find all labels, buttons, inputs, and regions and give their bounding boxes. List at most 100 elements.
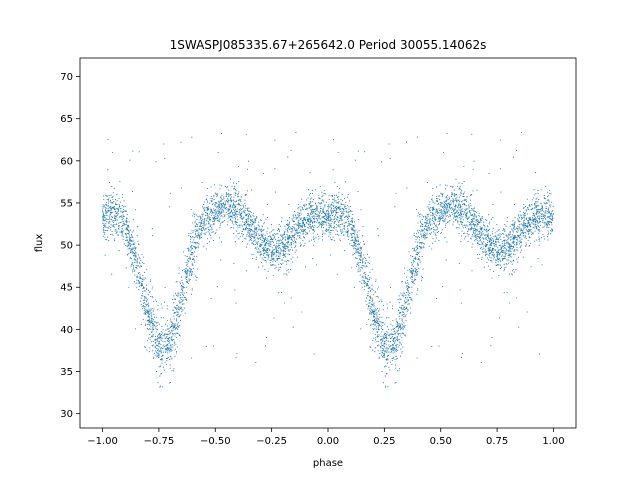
data-point <box>534 230 536 232</box>
data-point <box>434 232 436 234</box>
data-point <box>305 233 307 236</box>
data-point <box>358 266 360 268</box>
data-point <box>198 243 200 245</box>
data-point <box>274 248 276 251</box>
data-point <box>432 214 434 216</box>
data-point <box>538 236 540 238</box>
data-point <box>355 250 357 252</box>
data-point <box>256 256 258 258</box>
data-point <box>309 230 311 232</box>
data-point <box>328 220 330 222</box>
data-point <box>102 222 104 224</box>
data-point <box>328 217 330 219</box>
data-point <box>110 209 112 211</box>
data-point <box>318 197 320 199</box>
data-point <box>276 243 278 245</box>
data-point <box>340 220 342 222</box>
data-point <box>393 348 395 350</box>
data-point <box>416 244 419 247</box>
data-point <box>359 258 361 260</box>
data-point <box>521 228 523 230</box>
data-point <box>254 244 256 246</box>
data-point <box>112 221 114 224</box>
data-point <box>462 216 464 218</box>
data-point <box>431 194 434 197</box>
data-point <box>521 232 523 234</box>
data-point <box>294 251 296 253</box>
data-point <box>231 226 233 228</box>
data-point <box>149 317 151 319</box>
data-point <box>143 256 145 258</box>
data-point <box>110 205 112 207</box>
data-point <box>249 224 251 226</box>
data-point <box>377 324 379 326</box>
data-point <box>376 335 378 337</box>
data-point <box>492 249 494 252</box>
data-point <box>503 292 505 294</box>
data-point <box>249 235 251 237</box>
data-point <box>390 323 392 325</box>
data-point <box>441 229 443 231</box>
data-point <box>505 263 507 265</box>
data-point <box>349 224 351 226</box>
data-point <box>363 244 365 246</box>
data-point <box>378 319 380 321</box>
data-point <box>513 203 515 206</box>
data-point <box>503 268 505 271</box>
data-point <box>170 331 172 333</box>
data-point <box>335 234 337 236</box>
data-point <box>206 214 208 216</box>
data-point <box>235 209 237 211</box>
data-point <box>354 237 356 239</box>
data-point <box>254 228 256 230</box>
data-point <box>512 230 514 232</box>
data-point <box>216 202 218 204</box>
data-point <box>369 289 371 291</box>
data-point <box>146 339 148 342</box>
data-point <box>495 261 497 263</box>
data-point <box>416 249 418 251</box>
data-point <box>261 226 264 228</box>
data-point <box>327 205 329 207</box>
data-point <box>540 237 543 239</box>
data-point <box>248 224 250 226</box>
data-point <box>178 309 180 311</box>
data-point <box>441 196 443 198</box>
data-point <box>535 208 537 210</box>
data-point <box>469 202 471 204</box>
data-point <box>477 233 479 235</box>
data-point <box>102 216 104 218</box>
data-point <box>404 309 406 311</box>
data-point <box>523 221 525 223</box>
data-point <box>492 233 494 235</box>
data-point <box>103 224 105 227</box>
data-point <box>131 264 133 266</box>
data-point <box>444 219 446 221</box>
data-point <box>406 301 408 303</box>
data-point <box>209 211 211 214</box>
data-point <box>283 247 285 249</box>
data-point <box>107 227 109 229</box>
data-point <box>351 227 353 229</box>
data-point <box>503 247 505 249</box>
data-point <box>246 213 248 215</box>
data-point <box>473 207 476 209</box>
data-point <box>472 227 474 230</box>
data-point <box>386 352 388 354</box>
data-point <box>486 253 488 255</box>
data-point <box>234 220 236 222</box>
data-point <box>355 243 357 245</box>
data-point <box>547 239 549 241</box>
data-point <box>266 231 268 233</box>
data-point <box>107 139 109 141</box>
data-point <box>155 316 157 318</box>
data-point <box>219 226 221 228</box>
data-point <box>543 226 545 228</box>
data-point <box>473 235 475 237</box>
data-point <box>290 242 292 244</box>
data-point <box>212 218 215 220</box>
data-point <box>218 205 220 207</box>
data-point <box>152 324 154 326</box>
data-point <box>230 211 232 213</box>
data-point <box>401 332 403 334</box>
